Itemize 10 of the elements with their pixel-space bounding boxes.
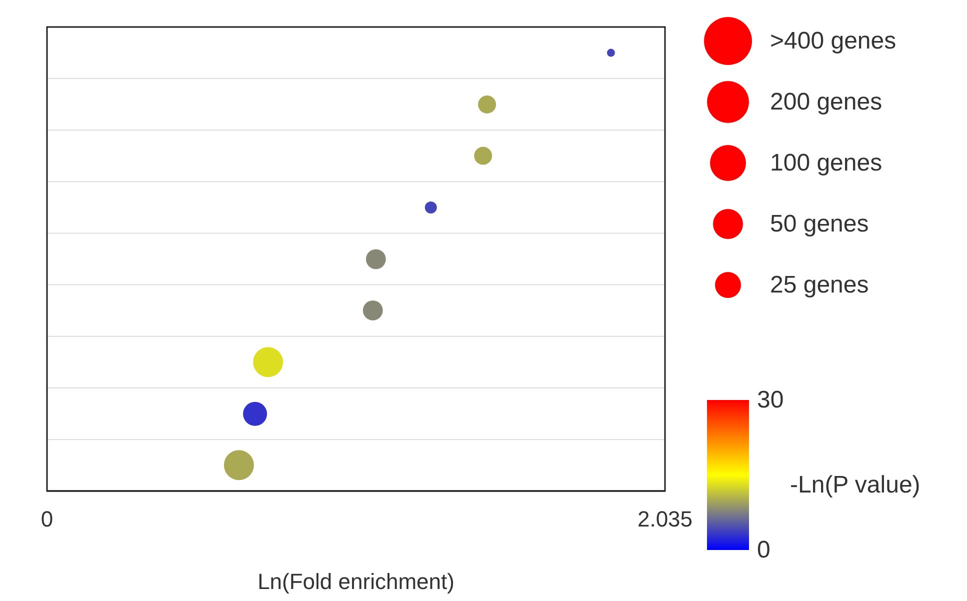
text: 25 genes (770, 272, 869, 298)
color-bar-label: 0 (757, 536, 770, 564)
x-axis-title: Ln(Fold enrichment) (258, 569, 454, 594)
text: 100 genes (770, 150, 882, 176)
text: 200 genes (770, 88, 882, 116)
color-bar-label: 30 (757, 386, 784, 414)
x-tick-label: 2.035 (637, 506, 693, 532)
text: >400 genes (770, 28, 896, 54)
color-bar-title: -Ln(P value) (790, 472, 920, 498)
text: 50 genes (770, 210, 869, 238)
